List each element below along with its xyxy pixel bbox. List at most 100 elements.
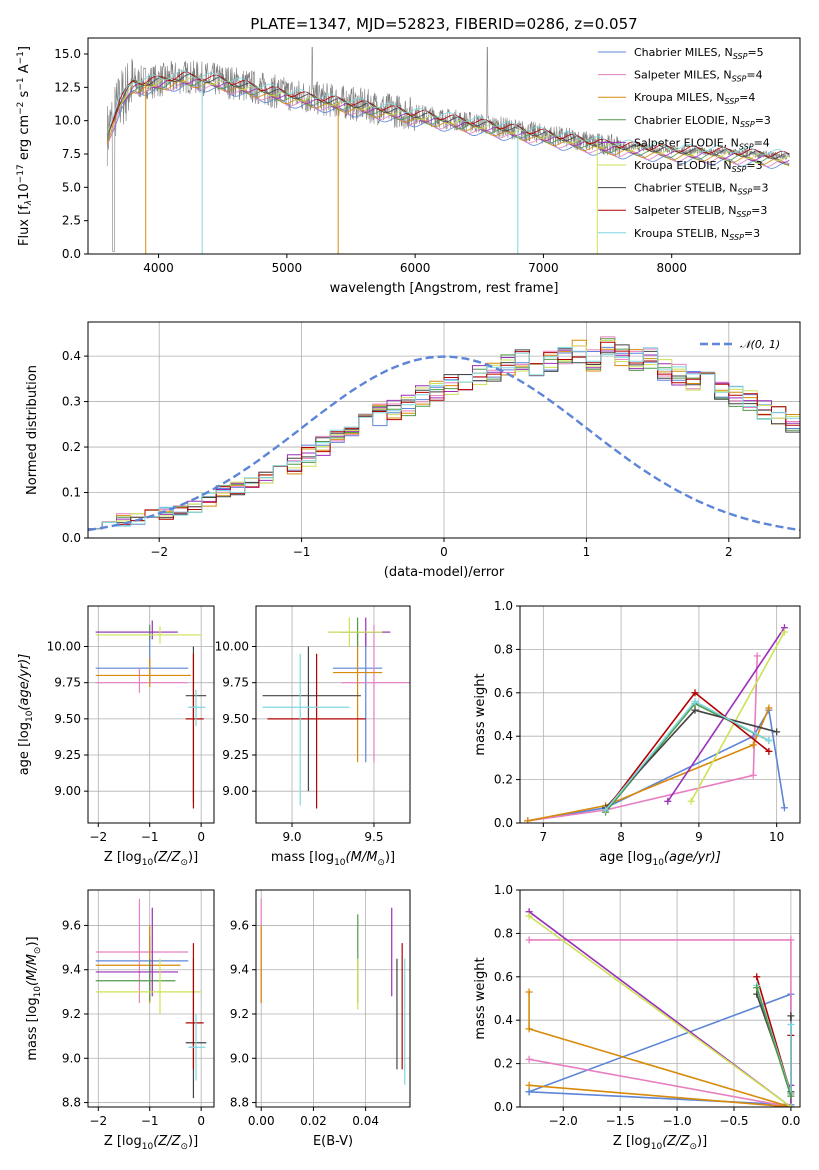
errorbar-area (95, 898, 207, 1099)
weight-marker (765, 747, 773, 755)
weight-marker (787, 936, 795, 944)
y-tick-label: 15.0 (54, 47, 81, 61)
x-tick-label: 0 (197, 830, 205, 844)
mass-vs-metallicity-panel: −2 −1 08.89.09.29.49.6Z [log10(Z/Z⊙)]mass … (25, 889, 215, 1152)
weight-marker (765, 704, 773, 712)
y-tick-label: 0.2 (494, 773, 513, 787)
mass-vs-ebv-panel: 0.00 0.02 0.04 8.8 9.0 9.2 9.4 9.6 E(B-V) (230, 889, 411, 1149)
legend-label: Chabrier STELIB, NSSP=3 (634, 182, 768, 197)
x-tick-label: −1.5 (606, 1114, 635, 1128)
legend-label-main: Chabrier ELODIE, N (634, 114, 740, 127)
label-part: )] (25, 936, 40, 946)
weight-series-2 (527, 707, 770, 822)
label-part: 10 (17, 183, 32, 200)
x-tick-label: −2 (89, 1114, 107, 1128)
label-part: ] (17, 46, 32, 51)
legend-label-tail: =4 (746, 69, 762, 82)
y-tick-label: 9.00 (54, 784, 81, 798)
legend-label-main: Chabrier MILES, N (634, 46, 733, 59)
legend-label-main: Kroupa ELODIE, N (634, 159, 732, 172)
legend-label-tail: =3 (755, 114, 771, 127)
legend-label-subscript: SSP (738, 188, 753, 197)
y-tick-label: 9.4 (62, 963, 81, 977)
label-part: )] (188, 1134, 198, 1149)
y-tick-label: 0.0 (62, 531, 81, 545)
y-tick-label: 5.0 (62, 180, 81, 194)
y-tick-label: 0.6 (494, 686, 513, 700)
errorbar-point-5 (328, 617, 383, 647)
weight-marker (765, 737, 773, 745)
weight-series-4 (528, 915, 792, 1107)
weight-marker (753, 973, 761, 981)
x-axis-label: mass [log10(M/M⊙)] (271, 850, 395, 868)
legend-label-main: Salpeter MILES, N (634, 69, 732, 82)
legend-label-main: Kroupa STELIB, N (634, 227, 729, 240)
legend-label: Chabrier MILES, NSSP=5 (634, 46, 764, 61)
y-axis-label: mass weight (473, 673, 488, 755)
weight-marker (691, 697, 699, 705)
label-part: )] (188, 850, 198, 865)
legend-label-tail: =4 (754, 136, 770, 149)
weight-marker (687, 797, 695, 805)
axes-frame (255, 889, 411, 1108)
histogram-2 (88, 339, 800, 530)
y-tick-label: 10.00 (215, 640, 249, 654)
y-tick-label: 9.6 (62, 918, 81, 932)
model-spectrum-5 (106, 75, 790, 162)
y-tick-label: 0.4 (494, 1013, 513, 1027)
observed-spectrum (106, 47, 790, 252)
y-tick-label: 8.8 (230, 1096, 249, 1110)
x-tick-label: 0.02 (300, 1114, 327, 1128)
legend-label-subscript: SSP (732, 75, 747, 84)
weight-series-8 (755, 987, 792, 1097)
x-axis-label: Z [log10(Z/Z⊙)] (613, 1134, 707, 1152)
weight-marker (753, 984, 761, 992)
y-tick-label: 9.25 (222, 748, 249, 762)
y-tick-label: 9.2 (230, 1007, 249, 1021)
axes-frame (87, 37, 801, 255)
weight-series-1 (527, 655, 758, 822)
y-tick-label: 9.0 (62, 1051, 81, 1065)
label-superscript: −17 (16, 164, 26, 183)
label-subscript: ⊙ (180, 858, 188, 868)
label-subscript: ⊙ (377, 858, 385, 868)
y-tick-label: 9.00 (222, 784, 249, 798)
legend-label: Salpeter MILES, NSSP=4 (634, 69, 763, 84)
x-tick-label: −2 (89, 830, 107, 844)
x-tick-label: 0 (440, 545, 448, 559)
x-tick-label: 6000 (400, 261, 431, 275)
axes-frame (87, 889, 215, 1108)
label-part: Z [log (104, 1134, 142, 1149)
histogram-8 (88, 346, 800, 530)
label-superscript: −1 (16, 51, 26, 64)
histogram-1 (88, 336, 800, 530)
y-tick-label: 0.4 (62, 349, 81, 363)
weight-series-2 (528, 992, 792, 1107)
weight-marker (780, 628, 788, 636)
weight-series-4 (667, 627, 786, 802)
label-part: s (17, 90, 32, 101)
x-tick-label: 9 (695, 830, 703, 844)
errorbar-point-8 (188, 689, 206, 727)
residual-panel: −2 −1 0 1 2 0.0 0.1 0.2 0.3 0.4 (data-model)/error… (25, 321, 801, 580)
errorbar-point-3 (95, 958, 176, 1001)
legend-label-main: Chabrier STELIB, N (634, 182, 738, 195)
weight-marker (524, 817, 532, 823)
label-subscript: λ (24, 200, 34, 206)
y-tick-label: 9.50 (222, 712, 249, 726)
y-tick-label: 0.1 (62, 486, 81, 500)
legend-label-tail: =3 (752, 182, 768, 195)
errorbar-point-8 (262, 653, 350, 806)
errorbar-area (95, 620, 207, 809)
label-part: (age/yr)] (17, 654, 32, 711)
y-axis-label: Normed distribution (25, 365, 40, 495)
label-part: Z [log (104, 850, 142, 865)
errorbar-point-7 (185, 653, 204, 809)
y-tick-label: 1.0 (494, 883, 513, 897)
weight-marker (787, 1012, 795, 1020)
axes-frame (87, 321, 801, 539)
errorbar-point-4 (95, 907, 178, 997)
legend-label-tail: =5 (747, 46, 763, 59)
histogram-area (88, 336, 800, 532)
legend-label: Kroupa MILES, NSSP=4 (634, 91, 755, 106)
